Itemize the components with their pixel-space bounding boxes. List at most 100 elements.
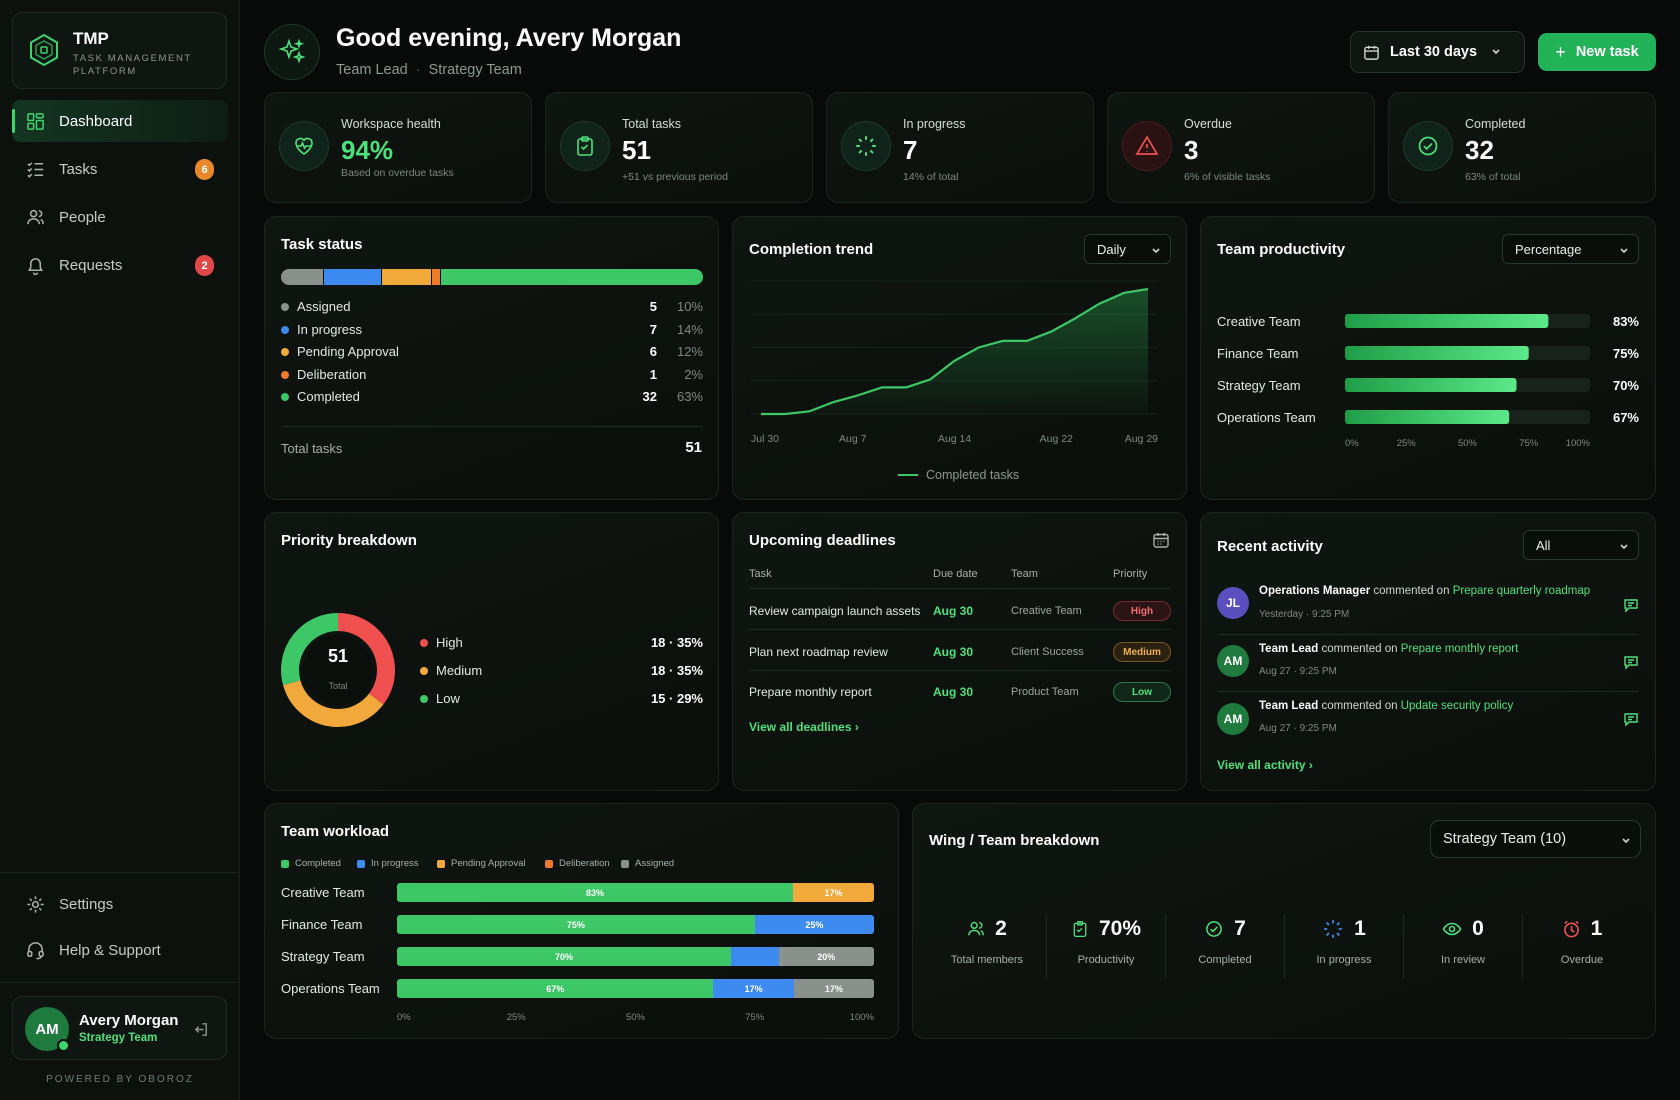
sidebar-item-settings[interactable]: Settings: [12, 883, 228, 925]
status-legend-row: In progress 7 14%: [281, 320, 703, 340]
card-title: Recent activity: [1217, 538, 1323, 555]
legend-swatch: [281, 859, 289, 868]
status-bar-segment: [431, 269, 440, 285]
sidebar-item-label: Settings: [59, 895, 114, 913]
category-label: Finance Team: [1217, 346, 1298, 361]
workload-segment: 70%: [397, 947, 731, 966]
deadline-task[interactable]: Prepare monthly report: [749, 685, 872, 699]
comment-icon: [1624, 713, 1638, 727]
deadline-team: Product Team: [1011, 686, 1079, 698]
new-task-button[interactable]: + New task: [1538, 33, 1656, 71]
workload-segment: 17%: [792, 883, 874, 902]
x-tick-label: 25%: [506, 1012, 526, 1023]
activity-text: Operations Manager commented on Prepare …: [1259, 585, 1590, 597]
headset-icon: [27, 941, 44, 959]
activity-actor: Operations Manager: [1259, 585, 1371, 597]
date-range-select[interactable]: Last 30 days: [1350, 31, 1525, 73]
priority-dot: [420, 639, 428, 647]
clipboard-icon: [1073, 920, 1087, 938]
x-tick-label: 75%: [1519, 438, 1539, 449]
brand-card[interactable]: TMP TASK MANAGEMENT PLATFORM: [12, 12, 227, 89]
bar-value-label: 67%: [1613, 410, 1639, 425]
sidebar-item-tasks[interactable]: Tasks 6: [12, 148, 228, 190]
sidebar-item-dashboard[interactable]: Dashboard: [12, 100, 228, 142]
comment-icon: [1624, 656, 1638, 670]
activity-text: Team Lead commented on Update security p…: [1259, 700, 1513, 712]
x-tick-label: 100%: [1566, 438, 1591, 449]
workload-segment: 20%: [778, 947, 874, 966]
stat-value: 1: [1590, 917, 1603, 940]
column-header-team: Team: [1011, 568, 1038, 580]
sidebar-item-help[interactable]: Help & Support: [12, 929, 228, 971]
stat-label: In progress: [903, 117, 966, 131]
user-name: Avery Morgan: [79, 1012, 179, 1029]
productivity-bar: [1345, 346, 1529, 360]
workload-segment: [730, 947, 779, 966]
view-all-deadlines-link[interactable]: View all deadlines ›: [749, 720, 859, 734]
sidebar-item-requests[interactable]: Requests 2: [12, 244, 228, 286]
legend-label: In progress: [371, 858, 419, 869]
user-role: Team Lead: [336, 62, 408, 78]
category-label: Strategy Team: [1217, 378, 1301, 393]
stat-label: Total tasks: [622, 117, 682, 131]
donut-slice: [281, 613, 395, 727]
priority-badge-high: High: [1113, 601, 1171, 621]
productivity-mode-select[interactable]: Percentage: [1502, 234, 1639, 264]
activity-verb: commented on: [1321, 700, 1398, 712]
x-tick-label: Aug 7: [839, 433, 867, 445]
stat-card-completed: Completed 32 63% of total: [1388, 92, 1656, 203]
legend-label: Assigned: [635, 858, 675, 869]
calendar-icon[interactable]: [1152, 531, 1170, 549]
stat-value: 94%: [341, 135, 394, 165]
workload-legend-item: Deliberation: [545, 858, 610, 869]
avatar: AM: [1217, 645, 1249, 677]
deadline-task[interactable]: Review campaign launch assets: [749, 604, 921, 618]
card-title: Upcoming deadlines: [749, 532, 896, 549]
workload-bar: 83% 17%: [397, 883, 874, 902]
divider: [1217, 634, 1639, 635]
x-tick-label: 0%: [1345, 438, 1359, 449]
requests-count-badge: 2: [195, 255, 214, 276]
logout-icon[interactable]: [193, 1021, 210, 1038]
activity-text: Team Lead commented on Prepare monthly r…: [1259, 643, 1518, 655]
activity-filter-select[interactable]: All: [1523, 530, 1639, 560]
task-status-card: Task status Assigned 5 10% In progress 7 14% P…: [264, 216, 719, 500]
warning-icon: [1122, 121, 1172, 171]
activity-target-link[interactable]: Prepare quarterly roadmap: [1452, 585, 1591, 597]
view-all-activity-link[interactable]: View all activity ›: [1217, 758, 1313, 772]
legend-swatch: [898, 474, 918, 476]
activity-target-link[interactable]: Prepare monthly report: [1400, 643, 1519, 655]
status-percent: 14%: [676, 321, 703, 337]
stat-label: Completed: [1198, 954, 1252, 966]
status-dot: [281, 348, 289, 356]
team-select[interactable]: Strategy Team (10): [1430, 820, 1641, 858]
people-icon: [27, 209, 44, 224]
activity-actor: Team Lead: [1259, 700, 1319, 712]
workload-bar: 75% 25%: [397, 915, 874, 934]
avatar: AM: [25, 1007, 69, 1051]
user-card[interactable]: AM Avery Morgan Strategy Team: [12, 996, 227, 1060]
category-label: Creative Team: [1217, 314, 1301, 329]
trend-area: [761, 288, 1148, 414]
powered-by: POWERED BY OBOROZ: [46, 1074, 194, 1085]
sidebar-item-label: People: [59, 208, 106, 226]
activity-verb: commented on: [1373, 585, 1450, 597]
priority-breakdown-card: Priority breakdown 51 Total High 18 · 35%…: [264, 512, 719, 791]
stat-label: Completed: [1465, 117, 1526, 131]
page-title: Good evening, Avery Morgan: [336, 24, 682, 52]
card-title: Task status: [281, 236, 363, 253]
stat-sub: +51 vs previous period: [622, 171, 728, 183]
select-value: Percentage: [1515, 241, 1582, 257]
trend-interval-select[interactable]: Daily: [1084, 234, 1171, 264]
sidebar-item-people[interactable]: People: [12, 196, 228, 238]
donut-center-label: Total: [328, 681, 348, 691]
deadline-team: Client Success: [1011, 646, 1084, 658]
productivity-bar: [1345, 410, 1510, 424]
stat-value: 0: [1472, 917, 1484, 940]
chevron-down-icon: [1620, 248, 1628, 254]
activity-target-link[interactable]: Update security policy: [1400, 700, 1514, 712]
deadline-task[interactable]: Plan next roadmap review: [749, 645, 888, 659]
divider: [1046, 914, 1047, 978]
stat-label: Productivity: [1077, 954, 1135, 966]
workload-team-label: Finance Team: [281, 917, 363, 932]
